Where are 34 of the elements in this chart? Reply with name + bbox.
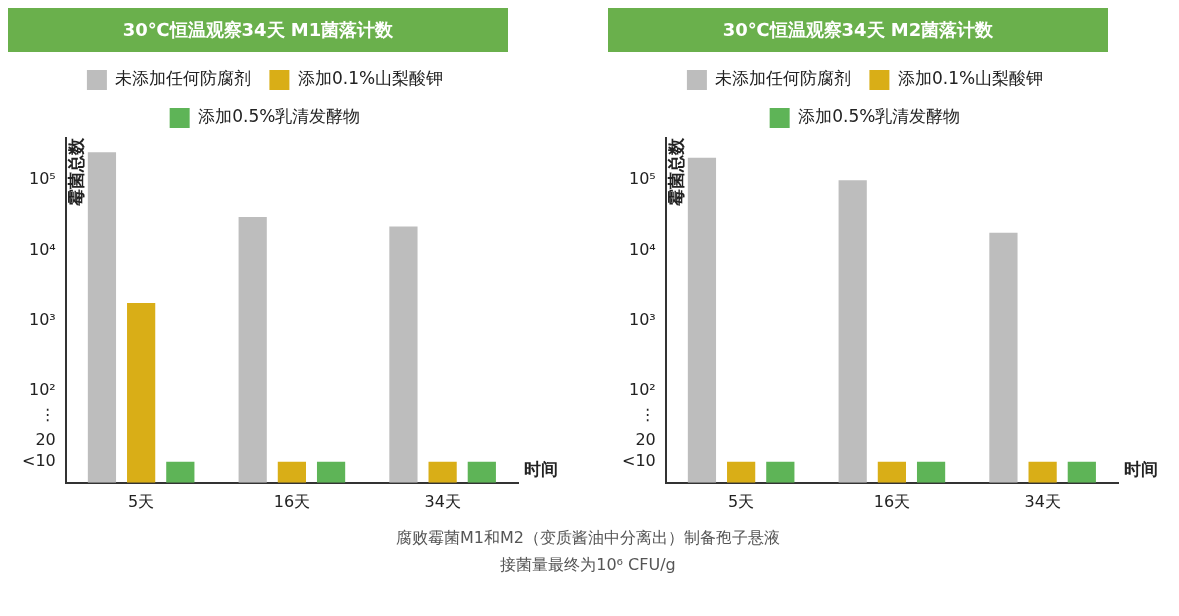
chart-title: 30℃恒温观察34天 M2菌落计数 [608,8,1108,52]
y-tick-label: 10⁴ [28,239,56,259]
legend-label: 添加0.1%山梨酸钾 [297,68,444,89]
y-tick-label: 20 [635,429,656,449]
text: 接菌量最终为10⁶ CFU/g [499,555,677,576]
y-tick-label: <10 [22,450,56,470]
legend-label: 添加0.5%乳清发酵物 [798,106,961,127]
y-axis-title: 霉菌总数 [666,137,687,206]
y-tick-label: 10⁴ [628,239,656,259]
x-tick-label: 16天 [873,491,911,511]
y-tick-label: 10⁵ [28,169,56,189]
x-tick-label: 5天 [128,491,155,511]
y-tick-label: 10² [28,380,56,400]
x-tick-label: 34天 [424,491,461,511]
x-axis-title: 时间 [524,458,558,479]
legend-label: 添加0.5%乳清发酵物 [198,106,361,127]
x-tick-label: 34天 [1024,491,1061,511]
legend-label: 未添加任何防腐剂 [715,68,852,89]
x-tick-label: 16天 [273,491,311,511]
chart-title: 30℃恒温观察34天 M1菌落计数 [8,8,508,52]
y-tick-label: 10⁵ [628,169,656,189]
y-tick-label: <10 [622,450,656,470]
x-axis-title: 时间 [1124,458,1158,479]
text: 腐败霉菌M1和M2（变质酱油中分离出）制备孢子悬液 [395,528,781,549]
y-tick-label: ⋮ [639,404,656,424]
y-tick-label: 10³ [28,310,56,330]
legend-label: 添加0.1%山梨酸钾 [897,68,1044,89]
x-tick-label: 5天 [728,491,755,511]
legend-label: 未添加任何防腐剂 [115,68,252,89]
y-tick-label: 10³ [628,310,656,330]
y-tick-label: ⋮ [39,404,56,424]
y-tick-label: 10² [628,380,656,400]
y-tick-label: 20 [35,429,56,449]
y-axis-title: 霉菌总数 [66,137,87,206]
